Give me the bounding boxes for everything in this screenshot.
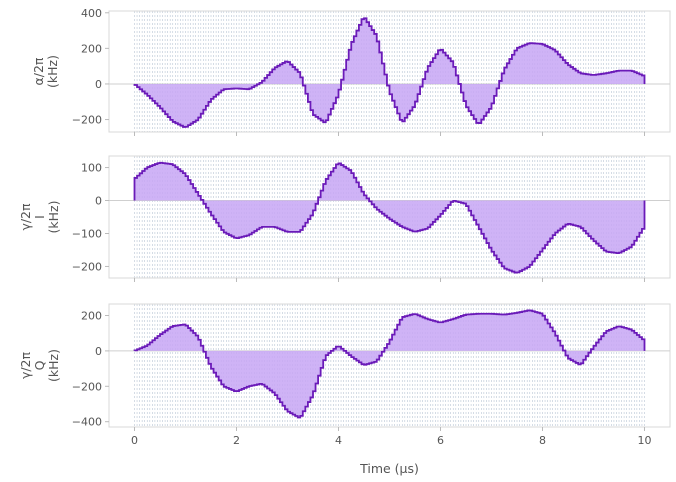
x-tick-label: 0 (131, 434, 138, 447)
y-tick-label: 100 (81, 162, 102, 175)
y-axis-label: γ/2π (18, 203, 33, 231)
y-axis-label: (kHz) (46, 201, 61, 234)
y-tick-label: −400 (72, 416, 102, 429)
y-axis-label: γ/2π (18, 351, 33, 379)
y-axis-label: (kHz) (46, 349, 61, 382)
x-tick-label: 8 (539, 434, 546, 447)
y-tick-label: 0 (95, 78, 102, 91)
y-tick-label: 0 (95, 345, 102, 358)
waveform-line (133, 309, 646, 419)
x-tick-label: 10 (638, 434, 652, 447)
plot-frame (108, 155, 671, 279)
waveform-area (134, 310, 645, 418)
plot-frame (108, 303, 671, 428)
y-tick-label: 200 (81, 42, 102, 55)
y-tick-label: −200 (72, 380, 102, 393)
waveform-line (133, 17, 646, 128)
waveform-line (133, 161, 646, 274)
x-tick-label: 4 (335, 434, 342, 447)
y-axis-label: I (32, 215, 47, 219)
x-tick-label: 2 (233, 434, 240, 447)
y-axis-label: (kHz) (45, 55, 60, 88)
x-tick-label: 6 (437, 434, 444, 447)
y-tick-label: −200 (72, 260, 102, 273)
y-tick-label: 200 (81, 310, 102, 323)
x-axis-label: Time (μs) (359, 461, 419, 476)
panel-3: −400 −200 0 200 γ/2π Q (kHz) 0 2 4 6 8 10 Time (μs) (18, 303, 671, 476)
y-axis-label: α/2π (31, 57, 46, 85)
waveform-area (134, 18, 645, 127)
plot-frame (108, 10, 671, 133)
panel-1: −200 0 200 400 α/2π (kHz) (31, 7, 671, 136)
y-axis-label: Q (32, 360, 47, 370)
y-tick-label: −100 (72, 227, 102, 240)
y-tick-label: −200 (72, 114, 102, 127)
panel-2: −200 −100 0 100 γ/2π I (kHz) (18, 155, 671, 282)
y-tick-label: 0 (95, 195, 102, 208)
y-tick-label: 400 (81, 7, 102, 20)
